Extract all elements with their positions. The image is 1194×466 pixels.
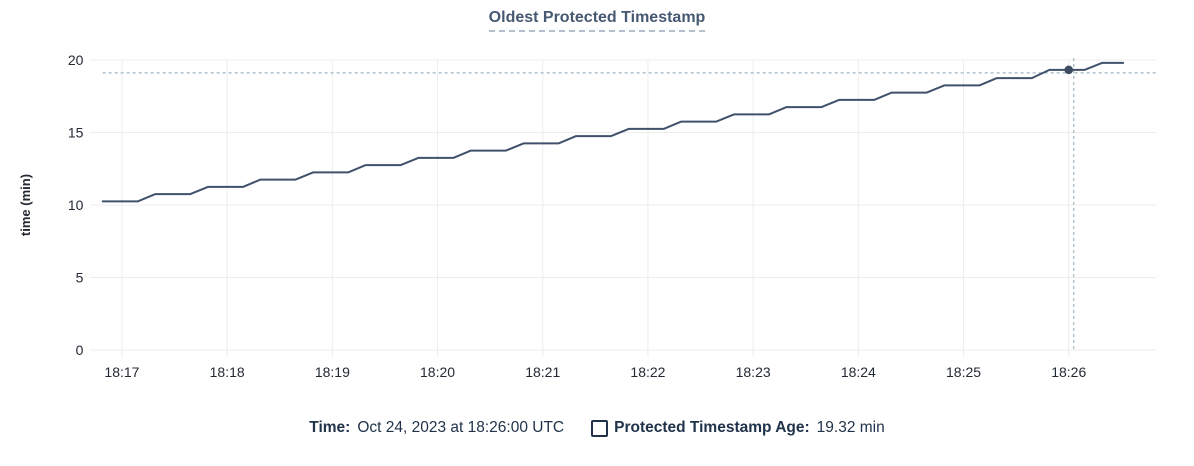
series-label: Protected Timestamp Age:	[614, 419, 810, 436]
y-tick-label: 20	[68, 52, 84, 68]
series-line	[101, 61, 1125, 203]
x-tick-label: 18:22	[630, 364, 665, 380]
x-tick-label: 18:24	[841, 364, 876, 380]
x-tick-label: 18:18	[210, 364, 245, 380]
x-tick-label: 18:19	[315, 364, 350, 380]
series-toggle-checkbox-icon[interactable]	[591, 419, 609, 437]
y-axis-label: time (min)	[18, 174, 33, 236]
y-tick-label: 5	[76, 270, 84, 286]
x-tick-label: 18:20	[420, 364, 455, 380]
y-tick-label: 0	[76, 342, 84, 358]
hover-data-point-dot	[1064, 65, 1074, 75]
x-tick-label: 18:25	[946, 364, 981, 380]
time-value: Oct 24, 2023 at 18:26:00 UTC	[357, 419, 565, 436]
y-tick-label: 10	[68, 197, 84, 213]
x-tick-label: 18:17	[104, 364, 139, 380]
series-value: 19.32 min	[816, 419, 885, 436]
x-tick-label: 18:21	[525, 364, 560, 380]
y-tick-label: 15	[68, 125, 84, 141]
time-label: Time:	[309, 419, 351, 436]
x-tick-label: 18:26	[1051, 364, 1086, 380]
chart-header: Oldest Protected Timestamp	[0, 9, 1194, 32]
chart-title[interactable]: Oldest Protected Timestamp	[488, 9, 706, 32]
x-tick-label: 18:23	[736, 364, 771, 380]
hover-legend: Time: Oct 24, 2023 at 18:26:00 UTC Prote…	[0, 419, 1194, 437]
timeseries-chart-plot-area[interactable]: 0 5 10 15 20 18:17 18:18 18:19 18:20 18:21 18:22 18…	[0, 0, 1194, 400]
